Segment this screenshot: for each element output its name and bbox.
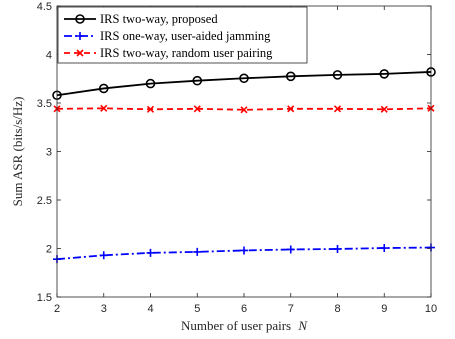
x-tick-label: 8 (334, 303, 340, 315)
data-point (76, 49, 84, 57)
x-axis-label-text: Number of user pairs (181, 318, 291, 333)
y-axis: 1.5 2 2.5 3 3.5 4 4.5 (37, 1, 431, 304)
data-point (380, 244, 389, 253)
data-point (193, 105, 201, 113)
data-point (240, 246, 248, 255)
x-tick-label: 2 (54, 303, 60, 315)
data-point (76, 32, 84, 40)
series-2 (53, 243, 435, 264)
data-point (285, 71, 296, 82)
x-tick-label: 7 (288, 303, 294, 315)
series-3 (53, 104, 435, 114)
legend-item: IRS one-way, user-aided jamming (64, 29, 271, 43)
x-tick-label: 4 (147, 303, 153, 315)
data-point (99, 251, 108, 260)
data-point (100, 104, 108, 112)
legend-label: IRS one-way, user-aided jamming (100, 29, 271, 43)
data-point (75, 14, 85, 24)
legend-item: IRS two-way, proposed (64, 12, 218, 26)
y-tick-label: 3.5 (37, 98, 52, 110)
x-tick-label: 6 (241, 303, 247, 315)
data-point (146, 248, 155, 257)
series-line (56, 71, 432, 97)
x-axis: 2 3 4 5 6 7 8 9 10 (54, 6, 437, 315)
y-axis-label: Sum ASR (bits/s/Hz) (10, 97, 25, 207)
data-point (333, 244, 342, 253)
legend-item: IRS two-way, random user pairing (64, 46, 273, 60)
x-axis-label: Number of user pairs N (181, 318, 308, 333)
data-point (332, 70, 343, 80)
data-point (287, 105, 295, 113)
y-tick-label: 4 (46, 50, 52, 62)
legend-label: IRS two-way, proposed (100, 12, 218, 26)
y-tick-label: 2.5 (37, 195, 52, 207)
data-point (286, 245, 295, 254)
y-tick-label: 3 (46, 147, 52, 159)
data-point (98, 83, 109, 94)
data-point (333, 105, 342, 113)
y-tick-label: 4.5 (37, 1, 52, 13)
data-point (380, 105, 388, 113)
legend: IRS two-way, proposed IRS one-way, user-a… (57, 6, 308, 64)
legend-label: IRS two-way, random user pairing (100, 46, 273, 60)
x-tick-label: 3 (101, 303, 107, 315)
x-tick-label: 10 (425, 303, 437, 315)
data-point (379, 69, 390, 79)
series-line (56, 107, 432, 111)
legend-box (57, 6, 308, 64)
data-point (146, 105, 155, 113)
data-point (145, 78, 156, 89)
data-point (193, 247, 202, 256)
y-tick-label: 1.5 (37, 292, 52, 304)
x-axis-label-variable: N (297, 318, 308, 333)
x-tick-label: 9 (381, 303, 387, 315)
y-tick-label: 2 (46, 244, 52, 256)
data-point (192, 75, 203, 86)
data-point (240, 106, 248, 114)
x-tick-label: 5 (194, 303, 200, 315)
data-point (239, 73, 249, 84)
